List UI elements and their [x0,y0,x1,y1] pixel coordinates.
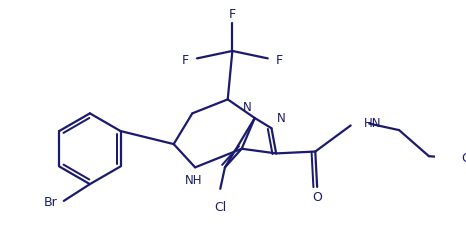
Text: HN: HN [363,117,381,130]
Text: NH: NH [185,174,202,187]
Text: N: N [276,111,285,125]
Text: N: N [243,101,252,114]
Text: O: O [312,191,322,204]
Text: O: O [461,152,466,164]
Text: F: F [182,54,189,67]
Text: Br: Br [44,196,58,209]
Text: Cl: Cl [214,201,226,214]
Text: F: F [229,8,236,21]
Text: F: F [275,54,282,67]
